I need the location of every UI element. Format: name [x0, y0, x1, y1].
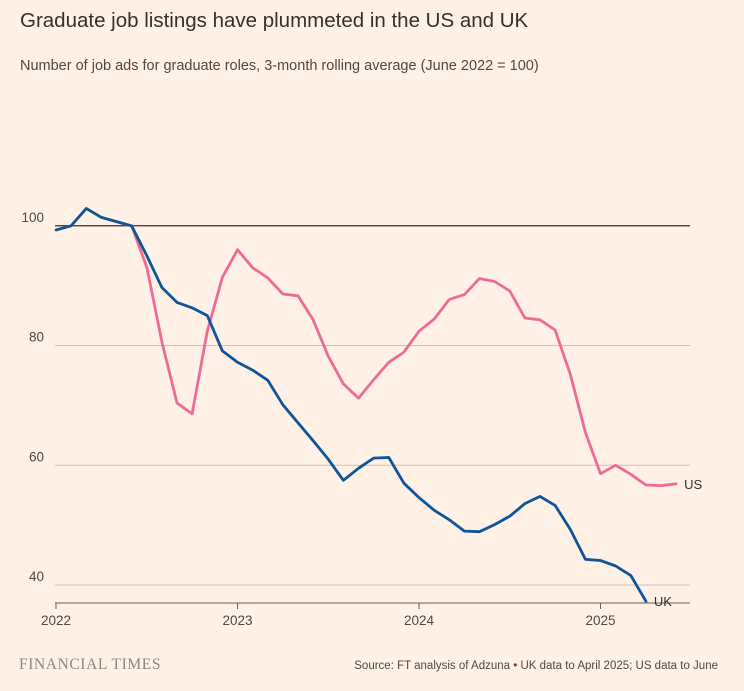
y-tick-label-40: 40: [29, 569, 44, 584]
x-tick-label-2023: 2023: [222, 613, 252, 628]
ft-logo: FINANCIAL TIMES: [19, 656, 162, 673]
x-tick-label-2022: 2022: [41, 613, 71, 628]
series-labels: US UK: [654, 477, 703, 609]
series-line-us: [115, 220, 678, 488]
y-tick-label-80: 80: [29, 330, 44, 345]
series-label-us: US: [684, 477, 702, 492]
x-axis: 2022 2023 2024 2025: [41, 602, 690, 628]
x-tick-label-2024: 2024: [404, 613, 435, 628]
chart-title: Graduate job listings have plummeted in …: [20, 9, 529, 32]
y-tick-label-100: 100: [21, 210, 44, 225]
line-chart: 40 60 80 100 2022 2023 2024 2025 US UK: [21, 206, 703, 628]
x-tick-label-2025: 2025: [585, 613, 615, 628]
series-line-uk: [54, 206, 648, 603]
source-note: Source: FT analysis of Adzuna • UK data …: [354, 660, 718, 672]
y-tick-label-60: 60: [29, 449, 44, 464]
chart-subtitle: Number of job ads for graduate roles, 3-…: [20, 58, 539, 74]
gridlines: 40 60 80 100: [21, 210, 690, 586]
series-lines: [54, 206, 678, 603]
series-label-uk: UK: [654, 594, 672, 609]
